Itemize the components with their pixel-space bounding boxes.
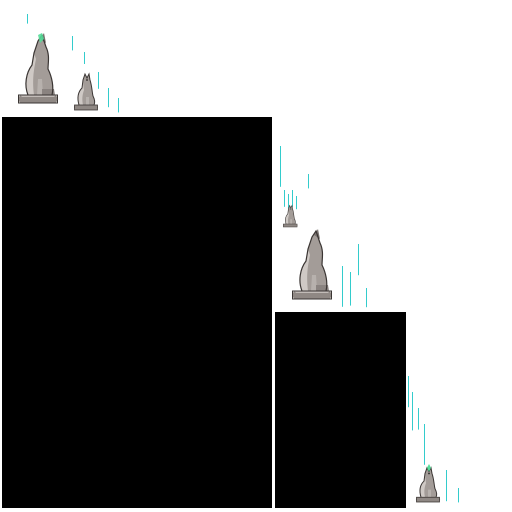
wolf-statue-small [73, 73, 99, 111]
wolf-statue-tiny [282, 205, 298, 228]
sparkle-effect [342, 244, 367, 308]
black-panel-large [2, 117, 272, 508]
black-panel-medium [275, 312, 406, 508]
sparkle-effect [280, 146, 309, 210]
wolf-statue-howling-large [291, 228, 333, 300]
wolf-statue-howling-glow-large [17, 32, 59, 104]
wolf-statue-small-glow [415, 464, 441, 503]
